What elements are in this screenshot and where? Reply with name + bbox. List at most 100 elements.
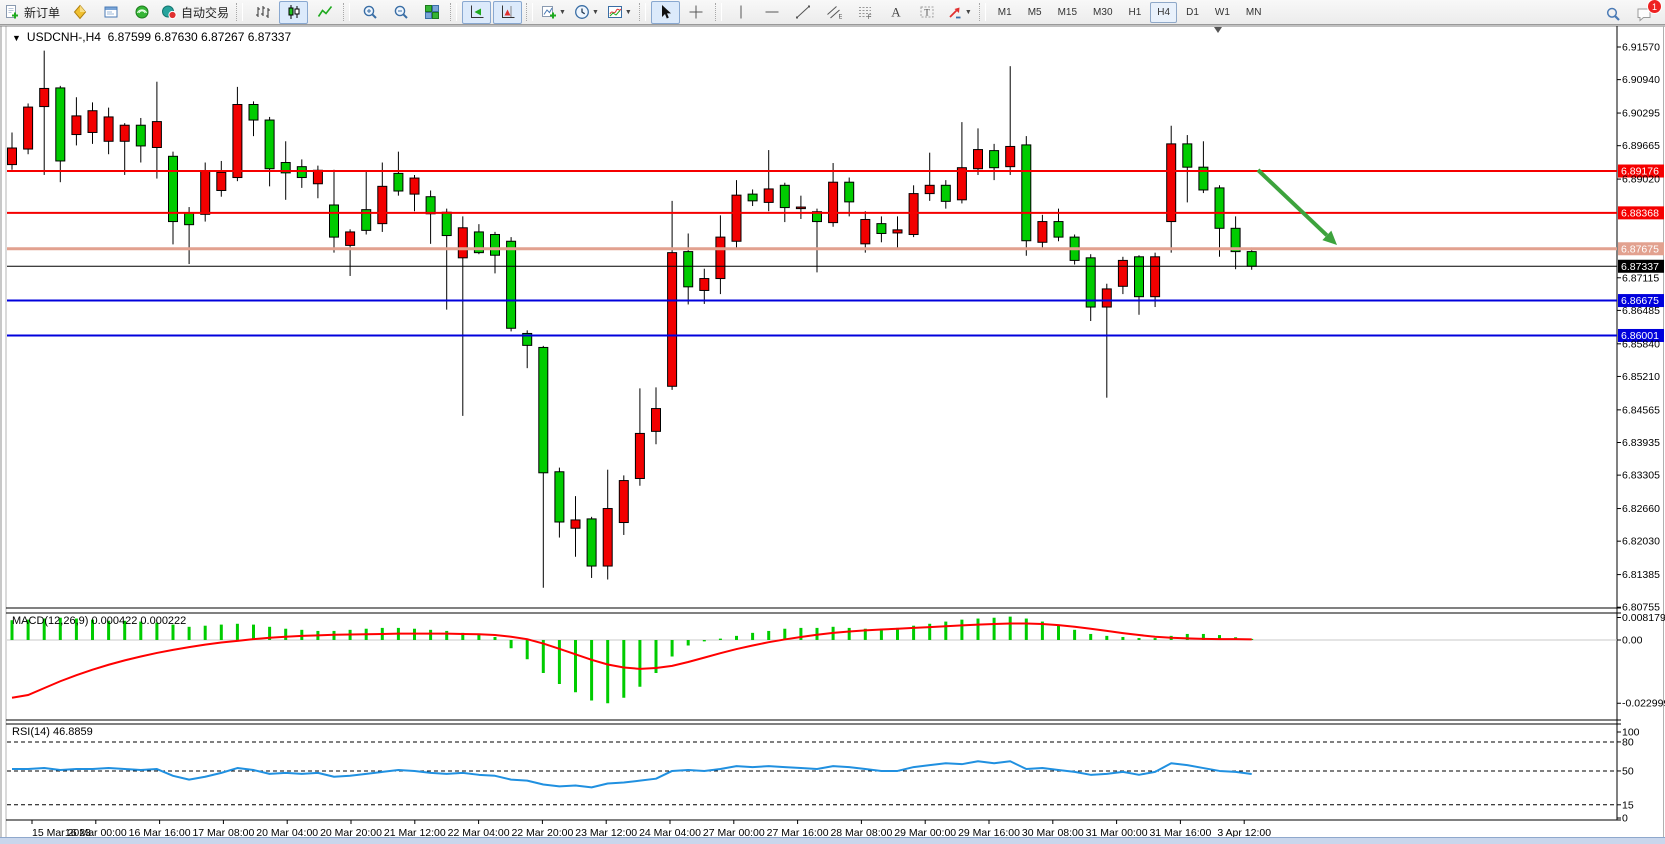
label-button[interactable]: T xyxy=(913,1,942,24)
candle-up xyxy=(1101,288,1112,308)
channel-button[interactable]: E xyxy=(820,1,849,24)
signals-button[interactable] xyxy=(127,1,156,24)
bar-chart-icon xyxy=(255,4,271,20)
trend-arrow-line[interactable] xyxy=(1256,168,1329,237)
cursor-button[interactable] xyxy=(650,0,680,24)
timeframe-button-m15[interactable]: M15 xyxy=(1057,6,1078,18)
svg-text:F: F xyxy=(868,14,872,20)
candle-up xyxy=(39,87,50,108)
bar-chart-button[interactable] xyxy=(248,1,277,24)
chevron-down-icon[interactable]: ▼ xyxy=(559,8,566,16)
candle-up xyxy=(103,116,114,142)
signals-icon xyxy=(134,4,150,20)
search-icon xyxy=(1605,6,1621,22)
candle-up xyxy=(312,169,323,185)
toolbar-separator xyxy=(450,3,458,21)
market-watch-button[interactable] xyxy=(65,1,94,24)
line-chart-button[interactable] xyxy=(310,1,339,24)
time-tick-label: 28 Mar 08:00 xyxy=(830,827,892,839)
timeframe-button-h4[interactable]: H4 xyxy=(1150,1,1178,23)
time-tick-label: 16 Mar 16:00 xyxy=(129,827,191,839)
zoom-out-button[interactable] xyxy=(386,1,415,24)
indicators-icon xyxy=(541,4,557,20)
candle-down xyxy=(522,332,533,346)
svg-text:A: A xyxy=(892,5,902,20)
candle-up xyxy=(892,229,903,234)
fibonacci-button[interactable]: F xyxy=(851,1,880,24)
price-tick-label: 6.90295 xyxy=(1622,108,1660,120)
price-tick-label: 6.86485 xyxy=(1622,305,1660,317)
shapes-button[interactable]: ▼ xyxy=(944,1,975,24)
timeframe-button-d1[interactable]: D1 xyxy=(1186,6,1199,18)
candle-down xyxy=(876,223,887,234)
notifications-button[interactable]: 1 xyxy=(1629,0,1662,25)
hline-button[interactable] xyxy=(758,1,787,24)
navigator-button[interactable] xyxy=(96,1,125,24)
new-order-button[interactable]: 新订单 xyxy=(1,1,63,24)
candle-down xyxy=(1134,256,1144,298)
chart-symbol-timeframe: USDCNH-,H4 xyxy=(26,30,101,44)
text-button[interactable]: A xyxy=(882,1,911,24)
candle-up xyxy=(1005,145,1016,168)
candle-up xyxy=(23,106,34,150)
candle-down xyxy=(168,155,178,223)
candle-up xyxy=(216,171,227,191)
candle-down xyxy=(393,172,404,192)
chart-menu-icon[interactable]: ▼ xyxy=(12,33,21,43)
crosshair-button[interactable] xyxy=(682,1,711,24)
indicators-button[interactable]: ▼ xyxy=(538,1,569,24)
time-tick-label: 15 Mar 2023 xyxy=(32,827,91,839)
bottom-status-strip xyxy=(0,837,1665,844)
chart-shift-marker[interactable] xyxy=(1214,27,1222,33)
chart-shift-button[interactable] xyxy=(493,0,523,24)
tile-windows-button[interactable] xyxy=(417,1,446,24)
periods-button[interactable]: ▼ xyxy=(571,1,602,24)
candle-down xyxy=(683,251,694,288)
chart-canvas[interactable]: 6.89176 6.88368 6.87675 6.87337 6.86675 6.860… xyxy=(0,25,1665,844)
price-tick-label: 6.84565 xyxy=(1622,404,1660,416)
trend-arrow-head[interactable] xyxy=(1322,230,1337,245)
candle-up xyxy=(651,408,661,432)
fibonacci-icon: F xyxy=(857,4,873,20)
cursor-icon xyxy=(657,4,673,20)
price-badge-label: 6.89176 xyxy=(1621,166,1659,178)
candle-chart-button[interactable] xyxy=(279,0,309,24)
candle-up xyxy=(570,519,581,529)
chevron-down-icon[interactable]: ▼ xyxy=(591,8,599,16)
candle-down xyxy=(844,181,855,203)
macd-panel: 0.008179 0.00 -0.022999 xyxy=(7,612,1665,710)
timeframe-button-mn[interactable]: MN xyxy=(1245,6,1262,18)
rsi-tick-label: 50 xyxy=(1622,765,1634,777)
search-button[interactable] xyxy=(1598,2,1627,25)
chevron-down-icon[interactable]: ▼ xyxy=(964,8,972,16)
autotrading-button[interactable]: 自动交易 xyxy=(158,1,232,24)
rsi-tick-label: 80 xyxy=(1622,736,1634,748)
price-badge xyxy=(1618,206,1664,220)
toolbar-separator xyxy=(526,3,534,21)
auto-scroll-button[interactable] xyxy=(462,0,492,24)
autotrading-icon xyxy=(161,4,177,20)
candle-up xyxy=(715,236,726,280)
candle-up xyxy=(795,206,806,210)
candle-up xyxy=(1037,221,1048,243)
price-badge-label: 6.86675 xyxy=(1621,295,1659,307)
candle-up xyxy=(1166,143,1177,223)
candles-layer xyxy=(7,50,1257,588)
time-tick-label: 29 Mar 00:00 xyxy=(894,827,956,839)
crosshair-icon xyxy=(688,4,704,20)
trendline-button[interactable] xyxy=(789,1,818,24)
timeframe-button-m5[interactable]: M5 xyxy=(1027,6,1042,18)
timeframe-button-h1[interactable]: H1 xyxy=(1128,6,1142,18)
candle-down xyxy=(747,193,758,202)
timeframe-button-w1[interactable]: W1 xyxy=(1214,6,1230,18)
toolbar-separator xyxy=(638,3,646,21)
candle-down xyxy=(135,124,146,147)
timeframe-button-m1[interactable]: M1 xyxy=(997,6,1012,18)
templates-button[interactable]: ▼ xyxy=(604,1,635,24)
vline-button[interactable] xyxy=(727,1,756,24)
zoom-in-button[interactable] xyxy=(355,1,384,24)
timeframe-button-m30[interactable]: M30 xyxy=(1093,6,1113,18)
chevron-down-icon[interactable]: ▼ xyxy=(624,8,632,16)
candle-up xyxy=(7,147,17,166)
